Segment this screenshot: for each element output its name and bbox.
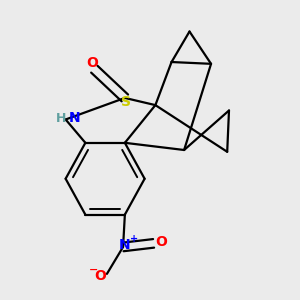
Text: N: N [119, 238, 131, 252]
Text: O: O [94, 269, 106, 283]
Text: S: S [121, 94, 130, 109]
Text: O: O [87, 56, 98, 70]
Text: O: O [156, 235, 167, 249]
Text: H: H [56, 112, 67, 125]
Text: N: N [69, 111, 81, 125]
Text: −: − [88, 265, 98, 275]
Text: +: + [130, 234, 139, 244]
